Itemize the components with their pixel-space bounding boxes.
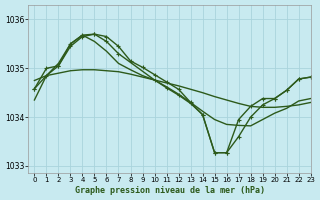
X-axis label: Graphe pression niveau de la mer (hPa): Graphe pression niveau de la mer (hPa): [75, 186, 265, 195]
